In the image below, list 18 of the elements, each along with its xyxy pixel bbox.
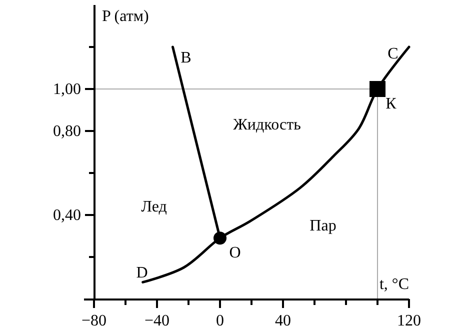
x-tick-label: 120 (397, 312, 421, 330)
y-tick-label: 1,00 (53, 81, 81, 98)
annotation: Пар (310, 218, 336, 235)
annotation: B (180, 50, 192, 67)
annotation: D (136, 264, 148, 282)
annotation: C (388, 46, 398, 63)
x-tick-label: −80 (81, 312, 107, 330)
y-tick-label: 0,80 (53, 123, 81, 140)
annotation: O (229, 244, 241, 262)
annotation: Лед (141, 198, 167, 216)
x-tick-label: 40 (275, 312, 291, 330)
x-axis-title: t, °C (379, 276, 409, 293)
x-tick-label: 0 (216, 312, 224, 330)
y-tick-label: 0,40 (53, 207, 81, 224)
annotation: Жидкость (233, 116, 301, 134)
y-axis-title: P (атм) (102, 8, 149, 25)
annotation: К (386, 96, 397, 113)
x-tick-label: −40 (144, 312, 170, 330)
